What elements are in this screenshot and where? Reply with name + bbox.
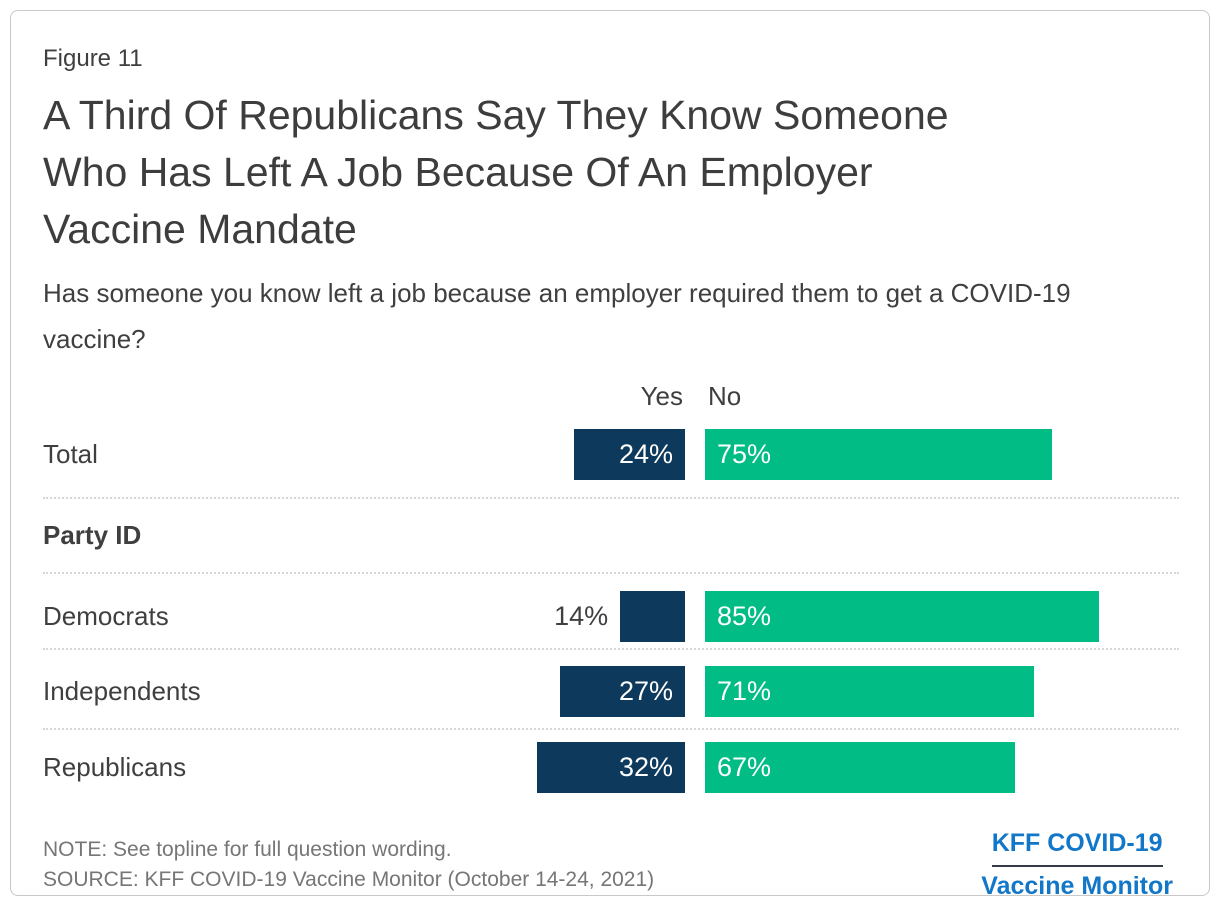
column-header-row: Yes No	[43, 370, 1179, 414]
chart-title-line-2: Who Has Left A Job Because Of An Employe…	[43, 149, 873, 195]
yes-value-label: 24%	[618, 439, 673, 469]
no-value-label: 67%	[717, 752, 772, 782]
chart-subtitle: Has someone you know left a job because …	[43, 278, 1071, 354]
row-label-total: Total	[43, 439, 98, 469]
yes-bar: 32%	[536, 742, 685, 793]
chart-title-line-1: A Third Of Republicans Say They Know Som…	[43, 92, 949, 138]
row-label-independents: Independents	[43, 676, 201, 706]
kff-vaccine-monitor-logo[interactable]: KFF COVID-19 Vaccine Monitor	[981, 829, 1173, 901]
yes-bar: 14%	[620, 591, 685, 642]
no-bar-cell: 75%	[685, 429, 1179, 480]
chart-title: A Third Of Republicans Say They Know Som…	[43, 87, 1179, 258]
yes-bar-cell: 24% 24%	[503, 429, 685, 480]
no-value-label: 85%	[717, 601, 772, 631]
chart-card: Figure 11 A Third Of Republicans Say The…	[10, 10, 1210, 900]
logo-line-2: Vaccine Monitor	[981, 872, 1173, 900]
yes-bar-cell: 27% 27%	[503, 666, 685, 717]
source-text: SOURCE: KFF COVID-19 Vaccine Monitor (Oc…	[43, 868, 655, 891]
yes-value-label: 32%	[618, 752, 673, 782]
section-header-party-id: Party ID	[43, 499, 1179, 574]
paired-bar-chart: Yes No Total 24% 24% 75% Party ID Democr…	[43, 370, 1179, 793]
row-label-democrats: Democrats	[43, 601, 169, 631]
yes-value-label-outside: 14%	[554, 601, 609, 631]
footer-notes: NOTE: See topline for full question word…	[43, 835, 654, 895]
no-bar-cell: 71%	[685, 666, 1179, 717]
column-header-no: No	[708, 381, 742, 411]
note-text: NOTE: See topline for full question word…	[43, 838, 452, 861]
chart-footer: NOTE: See topline for full question word…	[43, 829, 1179, 901]
section-label: Party ID	[43, 520, 142, 550]
yes-bar: 24%	[573, 429, 685, 480]
chart-title-line-3: Vaccine Mandate	[43, 206, 357, 252]
chart-row-republicans: Republicans 32% 32% 67%	[43, 730, 1179, 793]
yes-bar: 27%	[560, 666, 685, 717]
no-value-label: 71%	[717, 676, 772, 706]
logo-line-1: KFF COVID-19	[991, 829, 1163, 867]
no-bar: 85%	[705, 591, 1099, 642]
no-bar: 67%	[705, 742, 1016, 793]
no-bar: 75%	[705, 429, 1053, 480]
chart-row-democrats: Democrats 14% 14% 85%	[43, 574, 1179, 650]
yes-value-label: 27%	[618, 676, 673, 706]
yes-bar-cell: 14% 14%	[503, 591, 685, 642]
chart-row-independents: Independents 27% 27% 71%	[43, 650, 1179, 730]
row-label-republicans: Republicans	[43, 752, 187, 782]
figure-label: Figure 11	[43, 45, 143, 72]
chart-row-total: Total 24% 24% 75%	[43, 414, 1179, 499]
no-bar-cell: 67%	[685, 742, 1179, 793]
no-bar-cell: 85%	[685, 591, 1179, 642]
no-value-label: 75%	[717, 439, 772, 469]
no-bar: 71%	[705, 666, 1034, 717]
yes-bar-cell: 32% 32%	[503, 742, 685, 793]
column-header-yes: Yes	[640, 381, 683, 411]
